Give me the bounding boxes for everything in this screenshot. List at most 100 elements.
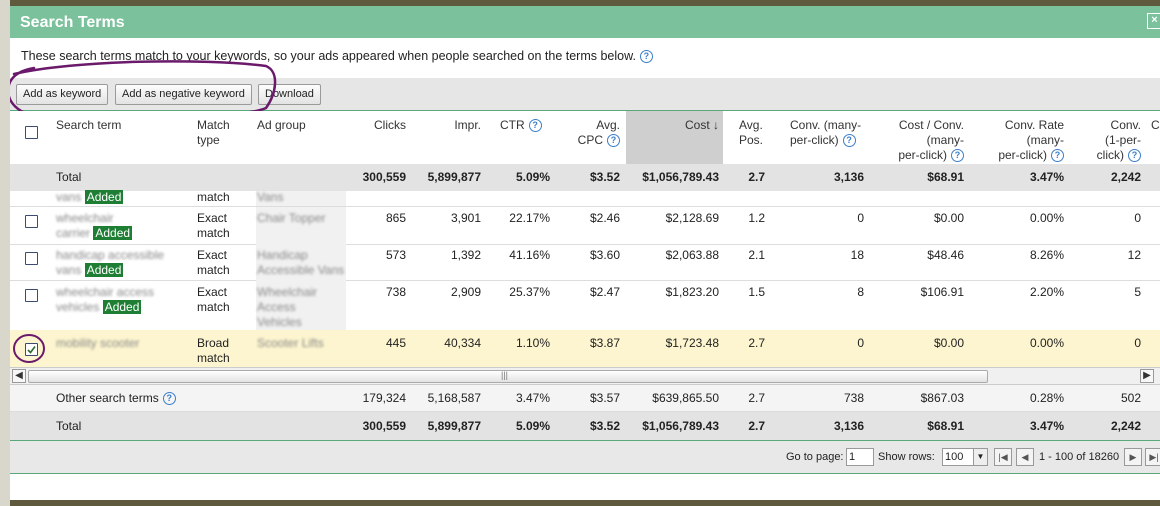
col-avg-cpc[interactable]: Avg. CPC? bbox=[577, 118, 620, 148]
total-cost-conv: $68.91 bbox=[927, 419, 964, 433]
col-cost[interactable]: Cost ↓ bbox=[684, 118, 719, 132]
conv-one-cell: 12 bbox=[1127, 248, 1141, 262]
cpc-cell: $3.87 bbox=[589, 336, 620, 350]
col-impr[interactable]: Impr. bbox=[454, 118, 481, 132]
col-search-term[interactable]: Search term bbox=[56, 118, 122, 132]
intro-text: These search terms match to your keyword… bbox=[21, 49, 636, 63]
conv-rate-cell: 0.00% bbox=[1029, 336, 1064, 350]
conv-rate-cell: 2.20% bbox=[1029, 285, 1064, 299]
help-icon[interactable]: ? bbox=[162, 392, 176, 406]
total-impr: 5,899,877 bbox=[427, 419, 481, 433]
col-conv-many[interactable]: Conv. (many-per-click)? bbox=[790, 118, 862, 148]
pos-cell: 1.2 bbox=[748, 211, 765, 225]
download-button[interactable]: Download bbox=[258, 84, 321, 105]
horizontal-scrollbar[interactable]: ◀ ||| ▶ bbox=[10, 367, 1160, 385]
cost-cell: $2,063.88 bbox=[665, 248, 719, 262]
conv-rate-cell: 0.00% bbox=[1029, 211, 1064, 225]
other-pos: 2.7 bbox=[748, 391, 765, 405]
conv-many-cell: 0 bbox=[857, 336, 864, 350]
total-ctr: 5.09% bbox=[515, 419, 550, 433]
col-ad-group[interactable]: Ad group bbox=[257, 118, 306, 132]
total-row-top: Total 300,559 5,899,877 5.09% $3.52 $1,0… bbox=[10, 164, 1160, 191]
search-term-cell: wheelchair access vehicles Added bbox=[56, 285, 155, 314]
page-number-input[interactable]: 1 bbox=[846, 448, 874, 466]
intro-text-line: These search terms match to your keyword… bbox=[21, 49, 653, 64]
ad-group-cell: Handicap Accessible Vans bbox=[257, 248, 345, 277]
conv-one-cell: 0 bbox=[1134, 336, 1141, 350]
ad-group-cell: Wheelchair Access Vehicles bbox=[257, 285, 318, 329]
other-label-cell: Other search terms? bbox=[56, 391, 176, 406]
conv-many-cell: 8 bbox=[857, 285, 864, 299]
scroll-right-icon[interactable]: ▶ bbox=[1140, 369, 1154, 383]
dialog-title-bar: Search Terms × bbox=[10, 6, 1160, 38]
other-ctr: 3.47% bbox=[515, 391, 550, 405]
row-checkbox-checked[interactable] bbox=[25, 343, 38, 356]
col-match-type[interactable]: Match type bbox=[197, 118, 230, 147]
added-badge: Added bbox=[84, 263, 124, 277]
row-checkbox[interactable] bbox=[25, 252, 38, 265]
col-conv-one[interactable]: Conv. (1-per-click)? bbox=[1096, 118, 1141, 163]
help-icon[interactable]: ? bbox=[951, 149, 964, 163]
add-as-negative-keyword-button[interactable]: Add as negative keyword bbox=[115, 84, 252, 105]
search-term-cell: mobility scooter bbox=[56, 336, 140, 350]
match-type-cell: Exact match bbox=[197, 248, 230, 277]
total-cpc: $3.52 bbox=[589, 170, 620, 184]
last-page-icon[interactable]: ▶| bbox=[1145, 448, 1160, 466]
table-row: handicap accessible vans Added Exact match… bbox=[10, 244, 1160, 281]
total-ctr: 5.09% bbox=[515, 170, 550, 184]
help-icon[interactable]: ? bbox=[1128, 149, 1141, 163]
total-cost-conv: $68.91 bbox=[927, 170, 964, 184]
col-avg-pos[interactable]: Avg. Pos. bbox=[739, 118, 764, 147]
help-icon[interactable]: ? bbox=[607, 134, 620, 148]
total-cost: $1,056,789.43 bbox=[642, 170, 719, 184]
help-icon[interactable]: ? bbox=[1051, 149, 1064, 163]
add-as-keyword-button[interactable]: Add as keyword bbox=[16, 84, 109, 105]
next-page-icon[interactable]: ▶ bbox=[1124, 448, 1142, 466]
row-checkbox[interactable] bbox=[25, 215, 38, 228]
other-conv-one: 502 bbox=[1120, 391, 1141, 405]
ctr-cell: 41.16% bbox=[509, 248, 550, 262]
cpc-cell: $3.60 bbox=[589, 248, 620, 262]
match-type-cell: Exact match bbox=[197, 211, 230, 240]
col-cost-per-conv[interactable]: Cost / Conv. (many-per-click)? bbox=[898, 118, 964, 163]
total-impr: 5,899,877 bbox=[427, 170, 481, 184]
scroll-grip-icon: ||| bbox=[501, 370, 509, 380]
close-button[interactable]: × bbox=[1147, 13, 1160, 29]
first-page-icon[interactable]: |◀ bbox=[994, 448, 1012, 466]
cost-sorted-column-bg bbox=[626, 111, 723, 164]
total-cost: $1,056,789.43 bbox=[642, 419, 719, 433]
clicks-cell: 445 bbox=[385, 336, 406, 350]
col-extra[interactable]: C bbox=[1151, 118, 1160, 132]
added-badge: Added bbox=[84, 190, 124, 204]
show-rows-label: Show rows: bbox=[878, 451, 935, 463]
row-checkbox[interactable] bbox=[25, 289, 38, 302]
help-icon[interactable]: ? bbox=[842, 134, 856, 148]
cost-conv-cell: $0.00 bbox=[933, 336, 964, 350]
search-term-cell: handicap accessible vans Added bbox=[56, 248, 165, 277]
cpc-cell: $2.46 bbox=[589, 211, 620, 225]
prev-page-icon[interactable]: ◀ bbox=[1016, 448, 1034, 466]
help-icon[interactable]: ? bbox=[528, 119, 542, 133]
dialog-title: Search Terms bbox=[20, 14, 125, 31]
col-conv-rate[interactable]: Conv. Rate (many-per-click)? bbox=[998, 118, 1064, 163]
total-clicks: 300,559 bbox=[362, 419, 406, 433]
added-badge: Added bbox=[102, 300, 142, 314]
help-icon[interactable]: ? bbox=[639, 50, 653, 64]
other-impr: 5,168,587 bbox=[427, 391, 481, 405]
col-ctr[interactable]: CTR? bbox=[500, 118, 542, 133]
other-cost: $639,865.50 bbox=[652, 391, 719, 405]
rows-per-page-select[interactable]: 100 ▼ bbox=[942, 448, 988, 466]
clicks-cell: 738 bbox=[385, 285, 406, 299]
ctr-cell: 22.17% bbox=[509, 211, 550, 225]
impr-cell: 2,909 bbox=[450, 285, 481, 299]
col-clicks[interactable]: Clicks bbox=[374, 118, 406, 132]
cost-conv-cell: $0.00 bbox=[933, 211, 964, 225]
scroll-left-icon[interactable]: ◀ bbox=[12, 369, 26, 383]
select-all-checkbox[interactable] bbox=[25, 126, 38, 139]
search-term-cell: vans Added bbox=[56, 190, 124, 204]
scrollbar-thumb[interactable]: ||| bbox=[28, 370, 988, 383]
other-cost-conv: $867.03 bbox=[920, 391, 964, 405]
impr-cell: 1,392 bbox=[450, 248, 481, 262]
other-clicks: 179,324 bbox=[362, 391, 406, 405]
total-conv-many: 3,136 bbox=[833, 170, 864, 184]
